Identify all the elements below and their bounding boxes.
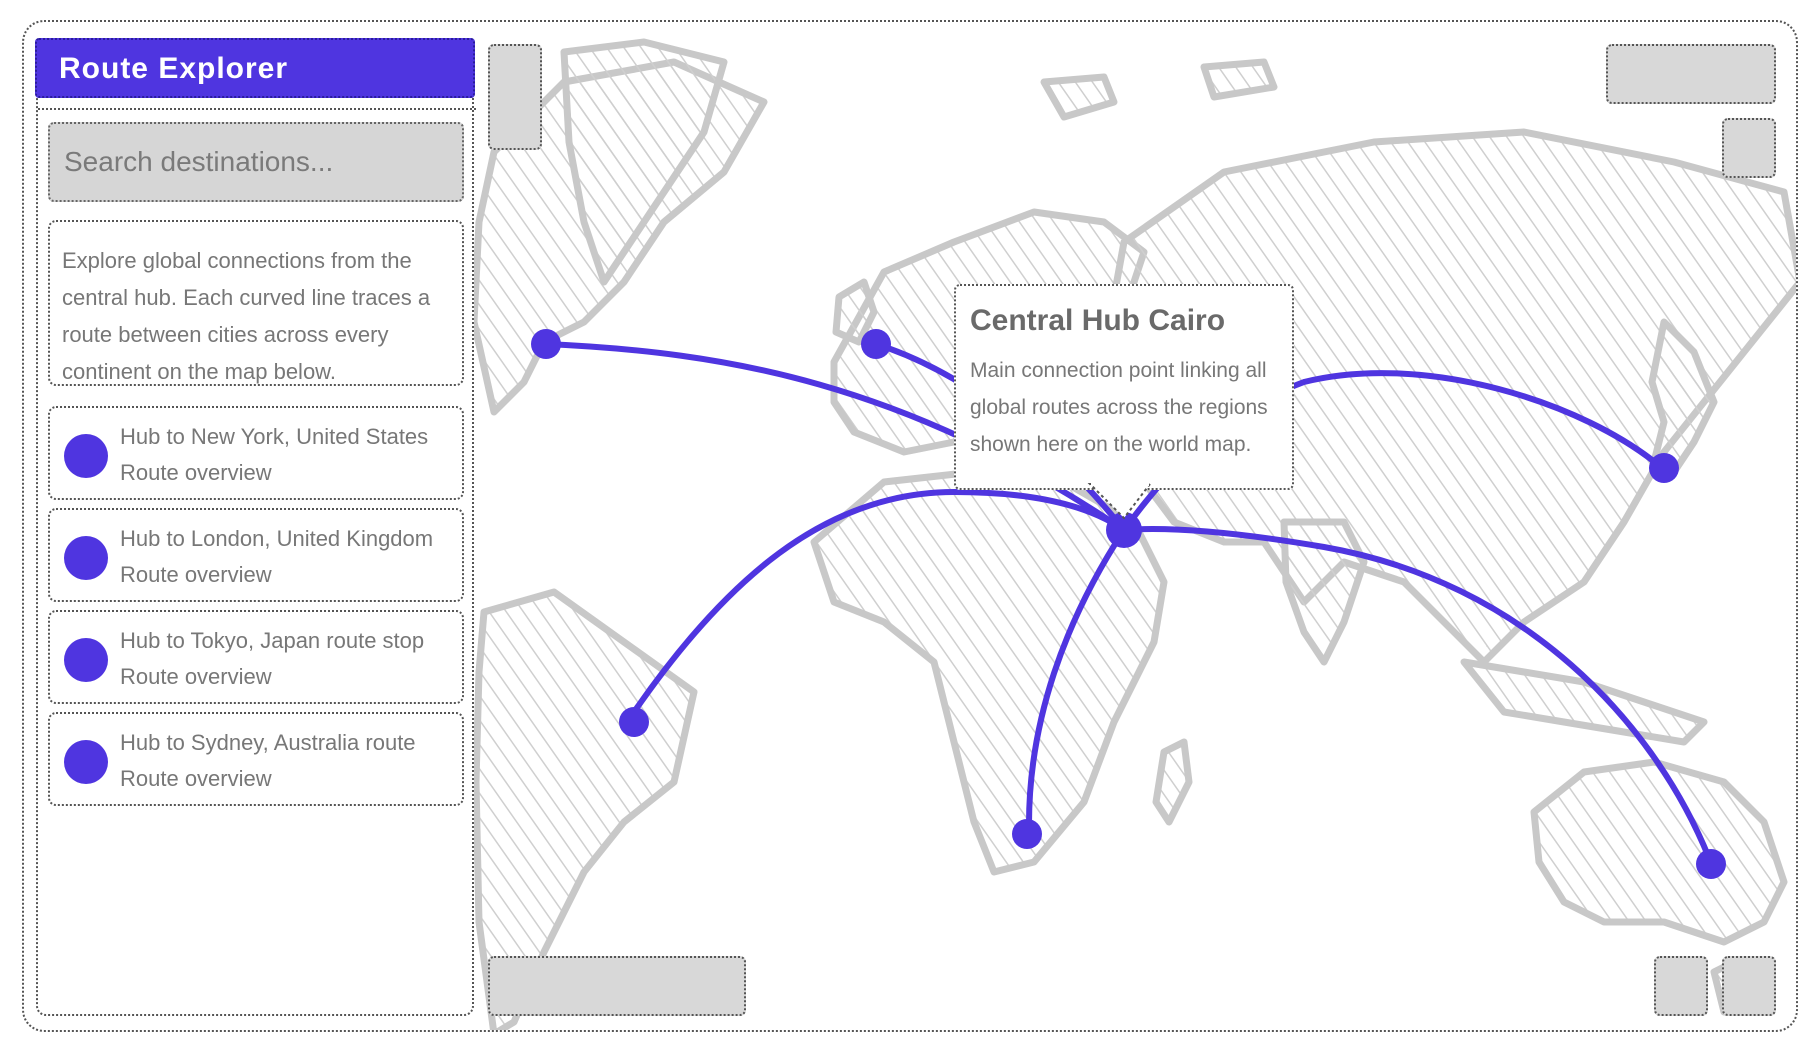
madagascar [1152,738,1193,826]
circle-dot-icon [64,740,108,784]
route-card[interactable]: Hub to New York, United States Route ove… [48,406,464,500]
route-title: Hub to London, United Kingdom [120,526,434,551]
route-southafrica [1026,527,1127,827]
route-subtitle: Route overview [120,460,272,485]
greenland [560,38,728,286]
arctic-islands-2 [1200,58,1278,101]
marker-sydney [1696,849,1726,879]
search-input[interactable]: Search destinations... [48,122,464,202]
circle-dot-icon [64,434,108,478]
zoom-control[interactable] [488,44,542,150]
route-card[interactable]: Hub to London, United Kingdom Route over… [48,508,464,602]
route-subtitle: Route overview [120,664,272,689]
sidebar-description: Explore global connections from the cent… [48,220,464,386]
circle-dot-icon [64,638,108,682]
circle-dot-icon [64,536,108,580]
sidebar-body: Search destinations... Explore global co… [38,108,476,1018]
route-title: Hub to Tokyo, Japan route stop [120,628,425,653]
route-card[interactable]: Hub to Tokyo, Japan route stop Route ove… [48,610,464,704]
marker-brazil [619,707,649,737]
asia [1100,128,1796,666]
layers-button[interactable] [1722,118,1776,178]
uk [832,278,878,346]
hub-popup[interactable]: Central Hub Cairo Main connection point … [954,284,1294,490]
marker-london [861,329,891,359]
australia [1530,758,1788,946]
app-window: Route Explorer Search destinations... Ex… [22,20,1798,1032]
marker-southafrica [1012,819,1042,849]
fullscreen-button[interactable] [1654,956,1708,1016]
route-title: Hub to Sydney, Australia route [120,730,416,755]
popup-tail [1087,481,1153,520]
route-sydney [1121,525,1712,861]
indonesia [1460,658,1708,746]
route-markers [531,329,1726,879]
settings-button[interactable] [1722,956,1776,1016]
india [1280,518,1368,666]
sidebar-panel: Route Explorer Search destinations... Ex… [35,38,476,1018]
route-card[interactable]: Hub to Sydney, Australia route Route ove… [48,712,464,806]
route-brazil [631,488,1127,715]
marker-newyork [531,329,561,359]
marker-tokyo [1649,453,1679,483]
bottom-left-control[interactable] [488,956,746,1016]
top-right-control[interactable] [1606,44,1776,104]
route-subtitle: Route overview [120,766,272,791]
route-title: Hub to New York, United States [120,424,429,449]
route-subtitle: Route overview [120,562,272,587]
marker-hub [1106,512,1142,548]
sidebar-header: Route Explorer [35,38,475,98]
popup-text: Main connection point linking all global… [970,359,1268,456]
popup-title: Central Hub Cairo [970,304,1226,337]
arctic-islands [1040,73,1118,121]
